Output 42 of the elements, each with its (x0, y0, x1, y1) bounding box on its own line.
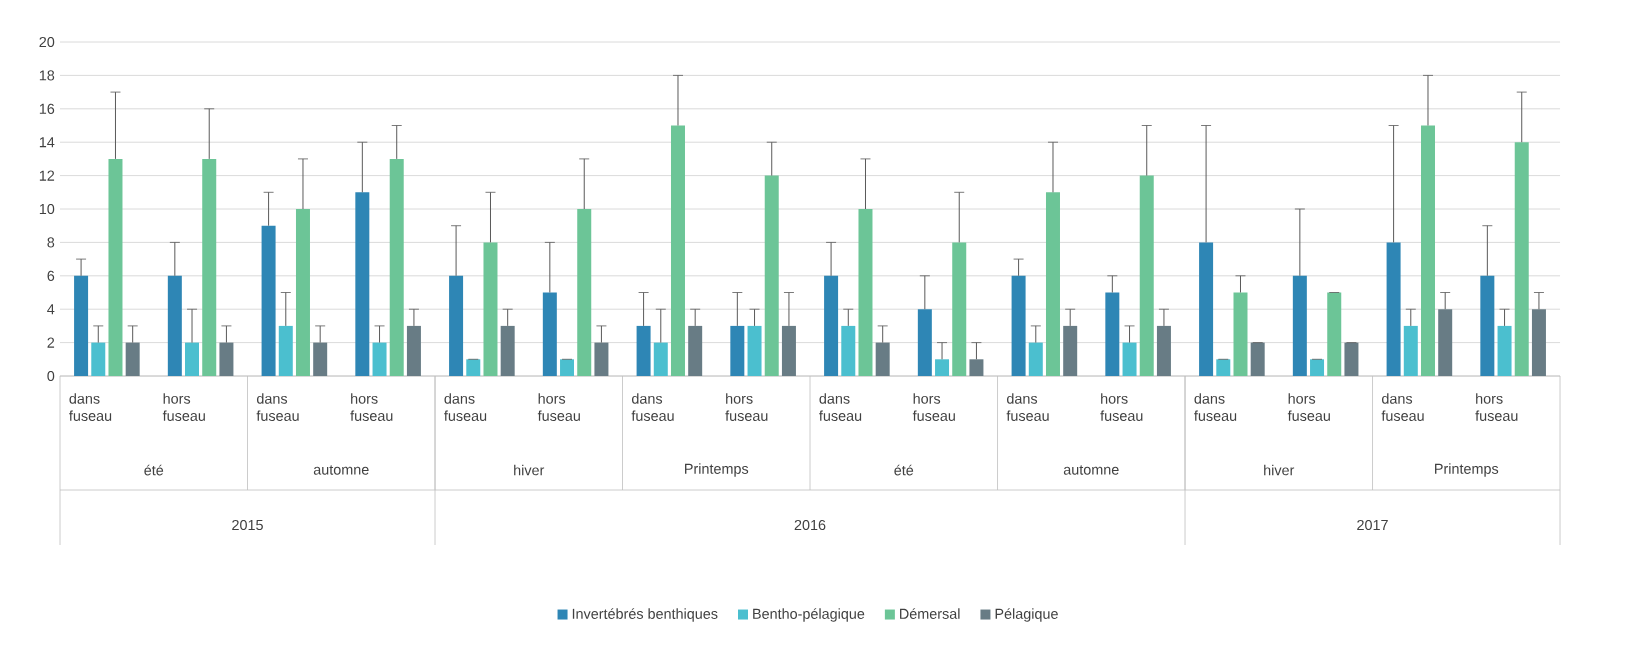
text: 2016 (794, 519, 826, 531)
y-tick-label: 8 (47, 237, 55, 248)
x-tick-label: hors fuseau (350, 393, 393, 421)
x-tick-label: dans fuseau (1194, 393, 1237, 421)
y-tick-label: 6 (47, 270, 55, 281)
legend-label: Invertébrés benthiques (572, 608, 718, 622)
text: automne (1063, 465, 1119, 475)
legend-label: Bentho-pélagique (753, 608, 865, 622)
y-tick-label: 2 (47, 337, 55, 348)
y-tick-label: 0 (47, 370, 55, 382)
text: été (144, 464, 164, 476)
y-tick-label: 16 (39, 103, 55, 114)
text: Printemps (1435, 463, 1499, 477)
text: 2017 (1357, 519, 1388, 531)
y-tick-label: 4 (47, 304, 55, 315)
x-tick-label: hors fuseau (1475, 393, 1518, 421)
x-tick-label: dans fuseau (69, 393, 112, 421)
x-tick-label: hors fuseau (162, 393, 205, 421)
text: hiver (1264, 464, 1295, 476)
text: automne (313, 465, 369, 475)
text: 2015 (232, 519, 263, 531)
y-tick-label: 10 (39, 203, 55, 215)
x-tick-label: dans fuseau (1006, 393, 1049, 421)
x-tick-label: dans fuseau (444, 393, 487, 421)
x-tick-label: dans fuseau (819, 393, 862, 421)
x-tick-label: dans fuseau (1381, 393, 1424, 421)
x-tick-label: hors fuseau (1100, 393, 1143, 421)
x-tick-label: dans fuseau (631, 393, 674, 421)
x-tick-label: hors fuseau (912, 393, 955, 421)
x-tick-label: hors fuseau (537, 393, 580, 421)
x-tick-label: dans fuseau (256, 393, 299, 421)
y-tick-label: 20 (39, 36, 55, 48)
text: hiver (514, 464, 545, 476)
legend-label: Démersal (900, 608, 960, 619)
text: Printemps (685, 463, 749, 477)
legend-label: Pélagique (995, 608, 1058, 622)
y-tick-label: 18 (39, 70, 55, 81)
text: été (894, 464, 914, 476)
x-tick-label: hors fuseau (1287, 393, 1330, 421)
y-tick-label: 12 (39, 170, 55, 181)
x-tick-label: hors fuseau (725, 393, 768, 421)
y-tick-label: 14 (39, 137, 55, 148)
